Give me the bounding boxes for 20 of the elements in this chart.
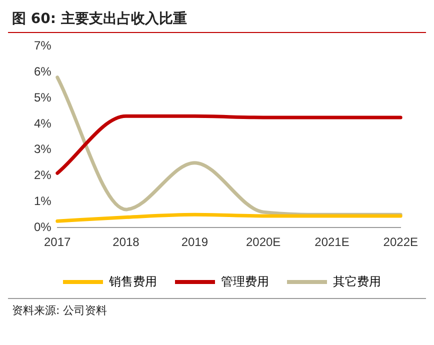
x-tick-label: 2017 [44,235,72,250]
y-tick-label: 0% [34,220,52,234]
x-tick-label: 2021E [314,235,350,250]
y-tick-label: 1% [34,194,52,208]
y-tick-label: 4% [34,116,52,130]
y-tick-label: 3% [34,142,52,156]
y-tick-label: 7% [34,38,52,53]
legend-label: 其它费用 [333,274,381,288]
x-tick-label: 2020E [246,235,281,250]
legend-label: 管理费用 [221,274,269,288]
legend-label: 销售费用 [108,274,157,288]
text: 资料来源: 公司资料 [12,303,108,318]
y-tick-label: 6% [34,64,52,78]
y-tick-label: 5% [34,90,52,104]
chart-title: 图 60: 主要支出占收入比重 [8,8,426,33]
x-tick-label: 2018 [112,235,140,250]
x-tick-label: 2019 [181,235,208,250]
y-tick-label: 2% [34,168,52,182]
x-tick-label: 2022E [383,235,418,250]
line-series [56,212,402,223]
